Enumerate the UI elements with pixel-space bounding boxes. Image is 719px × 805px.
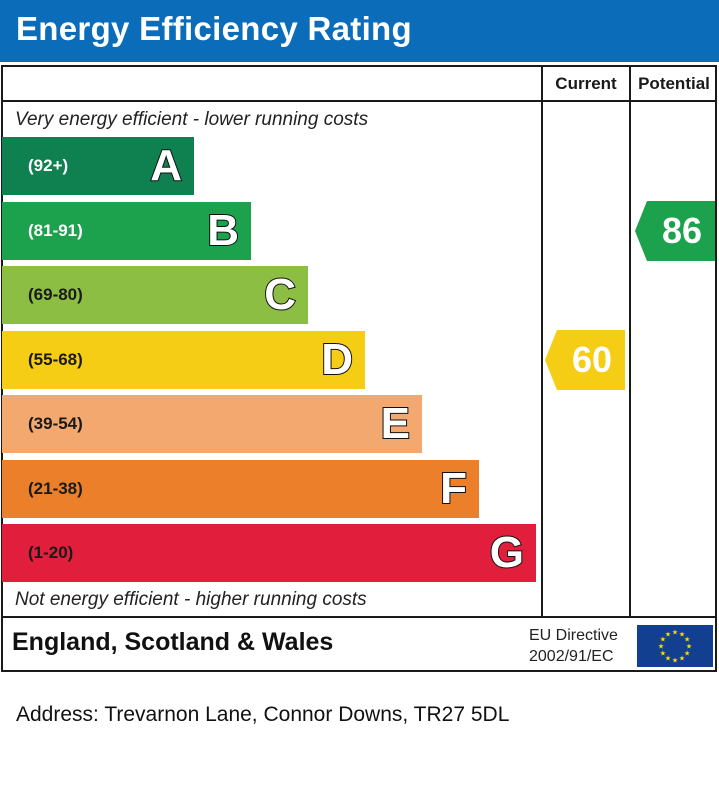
band-range-label: (21-38) [28,478,83,498]
band-c: (69-80) C [2,266,308,324]
band-range-label: (1-20) [28,543,74,562]
eu-star-icon: ★ [660,636,666,644]
band-d: (55-68) D [2,330,365,389]
eu-star-icon: ★ [684,636,690,644]
divider-potential [629,65,631,618]
band-range-label: (92+) [28,156,69,175]
band-a: (92+) A [2,137,194,195]
header-bar: Energy Efficiency Rating [0,0,719,62]
band-e: (39-54) E [2,395,422,453]
top-note: Very energy efficient - lower running co… [15,109,369,130]
eu-star-icon: ★ [658,643,664,651]
band-letter-label: B [206,205,240,256]
band-range-label: (55-68) [28,349,83,369]
band-letter-label: A [149,140,183,191]
address-text: Address: Trevarnon Lane, Connor Downs, T… [16,703,510,726]
eu-flag-icon: ★ ★ ★ ★ ★ ★ ★ ★ ★ ★ ★ ★ [637,625,713,667]
divider-header-row [1,100,717,102]
divider-current [541,65,543,618]
region-label: England, Scotland & Wales [12,628,334,656]
eu-directive-label: EU Directive [529,627,618,644]
bottom-note: Not energy efficient - higher running co… [15,589,367,610]
band-b: (81-91) B [2,201,251,260]
eu-star-icon: ★ [672,629,678,637]
band-letter-label: E [380,398,411,449]
potential-rating-arrow: 86 [635,200,715,261]
eu-star-icon: ★ [684,650,690,658]
current-rating-arrow: 60 [545,329,625,390]
band-g: (1-20) G [2,524,536,582]
rating-value: 60 [571,338,613,380]
band-letter-label: D [320,334,354,385]
eu-star-icon: ★ [679,630,685,638]
divider-footer-row [1,616,717,618]
eu-star-icon: ★ [672,657,678,665]
band-letter-label: F [439,463,468,514]
eu-star-icon: ★ [686,643,692,651]
column-header-potential: Potential [638,74,710,93]
page-title: Energy Efficiency Rating [16,10,412,47]
column-header-current: Current [555,74,617,93]
band-range-label: (39-54) [28,414,83,433]
rating-value: 86 [661,209,703,251]
band-f: (21-38) F [2,459,479,518]
eu-directive-number: 2002/91/EC [529,648,614,665]
band-letter-label: C [263,269,297,320]
eu-star-icon: ★ [665,655,671,663]
eu-star-icon: ★ [679,655,685,663]
band-range-label: (81-91) [28,220,83,240]
eu-star-icon: ★ [660,650,666,658]
eu-star-icon: ★ [665,630,671,638]
band-letter-label: G [489,527,525,578]
band-range-label: (69-80) [28,285,83,304]
